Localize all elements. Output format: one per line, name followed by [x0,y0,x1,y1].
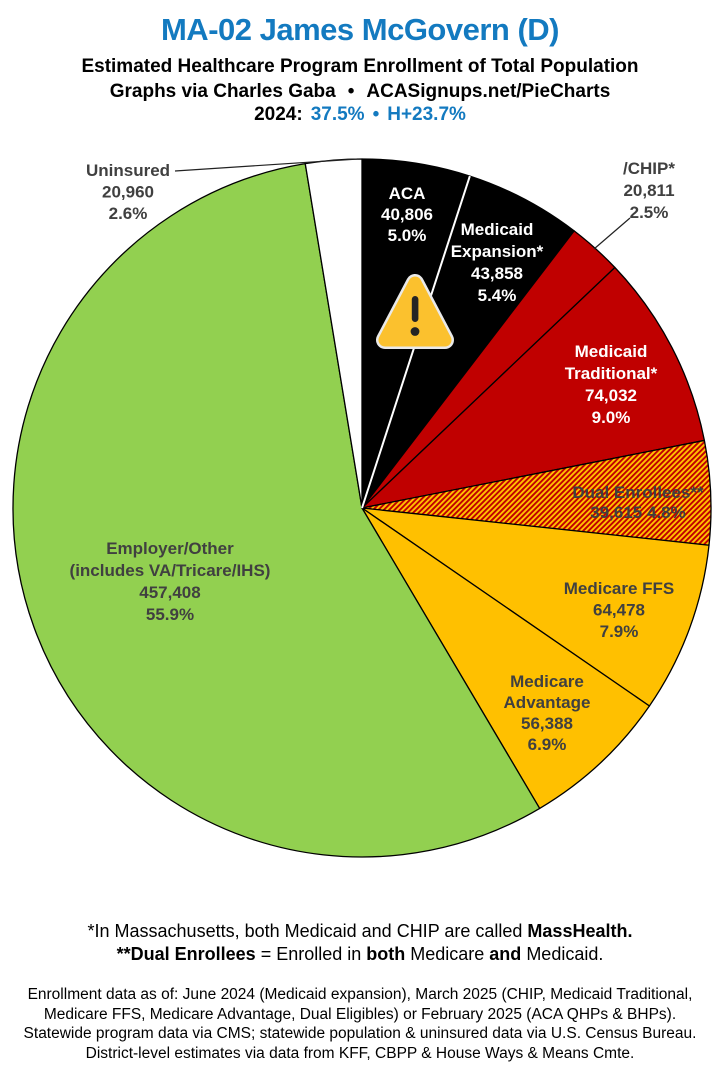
stats-line: 2024: 37.5% • H+23.7% [0,104,720,126]
slice-label-medicare-advantage-line1: Advantage [504,693,591,712]
pie-slice-employer-other [12,163,541,858]
footnote-dual-enrollees: **Dual Enrollees = Enrolled in both Medi… [0,943,720,966]
footnote-segment: both [366,944,406,964]
footnote-segment: Medicare [405,944,490,964]
slice-label-medicaid-expansion-line1: Expansion* [451,242,544,261]
credit-line: Graphs via Charles Gaba • ACASignups.net/P… [0,81,720,103]
data-source-note: Enrollment data as of: June 2024 (Medica… [0,985,720,1063]
slice-label-medicaid-traditional-line2: 74,032 [585,386,637,405]
slice-label-medicare-ffs-line1: 64,478 [593,601,645,620]
slice-label-medicaid-expansion-line3: 5.4% [478,286,517,305]
footnote-masshealth: *In Massachusetts, both Medicaid and CHI… [0,920,720,943]
credit-site: ACASignups.net/PieCharts [366,81,611,102]
slice-label-medicare-ffs-line0: Medicare FFS [564,579,675,598]
slice-label-medicaid-traditional-line1: Traditional* [565,364,658,383]
data-note-line: Medicare FFS, Medicare Advantage, Dual E… [43,1005,677,1023]
pie-slice-medicare-advantage [361,507,651,810]
slice-label-medicare-ffs-line2: 7.9% [600,622,639,641]
footnote-segment: **Dual Enrollees [116,944,256,964]
footnotes: *In Massachusetts, both Medicaid and CHI… [0,920,720,966]
slice-label-medicare-advantage-line3: 6.9% [528,735,567,754]
leader-line-chip [593,217,631,250]
subtitle: Estimated Healthcare Program Enrollment … [81,56,639,77]
stats-year-label: 2024: [254,104,303,125]
slice-label-employer-other-line2: 457,408 [139,583,200,602]
slice-label-employer-other-line1: (includes VA/Tricare/IHS) [70,561,271,580]
footnote-segment: *In Massachusetts, both Medicaid and CHI… [87,921,528,941]
slice-label-medicare-advantage-line2: 56,388 [521,714,573,733]
slice-label-uninsured-line1: 20,960 [102,183,154,202]
slice-label-employer-other-line3: 55.9% [146,605,194,624]
slice-label-uninsured-line0: Uninsured [86,161,170,180]
slice-label-medicaid-traditional-line3: 9.0% [592,408,631,427]
footnote-segment: = Enrolled in [255,944,367,964]
slice-label-employer-other-line0: Employer/Other [106,539,234,558]
slice-label-chip-line1: 20,811 [623,181,674,200]
stats-bullet: • [372,104,380,125]
slice-label-dual-enrollees-line0: Dual Enrollees** [572,483,704,502]
page-title: MA-02 James McGovern (D) [160,12,560,47]
data-note-line: Statewide program data via CMS; statewid… [23,1025,697,1043]
enrollment-pie-chart: ACA 40,806 5.0% Medicaid Expansion* 43,858 5.4… [12,158,712,858]
credit-bullet: • [347,81,355,102]
slice-label-uninsured-line2: 2.6% [109,204,148,223]
credit-author: Graphs via Charles Gaba [109,81,336,102]
pie-slice-medicare-ffs [361,507,710,707]
slice-label-medicaid-traditional-line0: Medicaid [575,342,648,361]
slice-label-medicaid-expansion-line0: Medicaid [461,220,534,239]
slice-label-chip-line2: 2.5% [630,203,669,222]
footnote-segment: Medicaid. [521,944,604,964]
footnote-segment: and [489,944,522,964]
data-note-line: District-level estimates via data from K… [85,1044,635,1062]
slice-label-medicare-advantage-line0: Medicare [510,672,584,691]
pie-slice-medicaid-traditional [361,266,706,509]
slice-label-medicaid-expansion-line2: 43,858 [471,264,523,283]
leader-line-uninsured [174,158,359,172]
data-note-line: Enrollment data as of: June 2024 (Medica… [27,986,693,1003]
stats-h-margin: H+23.7% [387,104,466,125]
stats-enrollment-pct: 37.5% [310,104,365,125]
slice-label-aca-line1: 40,806 [381,205,433,224]
footnote-segment: MassHealth. [527,921,633,941]
slice-label-chip-line0: /CHIP* [623,159,675,178]
slice-label-dual-enrollees-line1: 39,615 4.8% [590,503,685,522]
slice-label-aca-line0: ACA [389,184,426,203]
warning-icon [376,274,454,349]
slice-label-aca-line2: 5.0% [388,226,427,245]
